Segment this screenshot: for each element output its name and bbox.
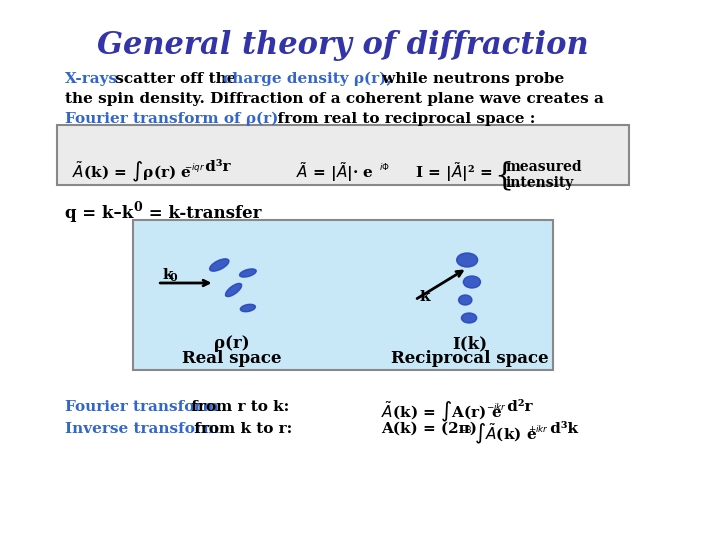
Text: charge density ρ(r),: charge density ρ(r),: [223, 72, 392, 86]
Text: $^{i\Phi}$: $^{i\Phi}$: [379, 164, 390, 177]
Text: q = k–k: q = k–k: [65, 205, 133, 222]
Text: X-rays: X-rays: [65, 72, 118, 86]
Text: I(k): I(k): [452, 335, 487, 352]
Ellipse shape: [459, 295, 472, 305]
Bar: [133, 220, 553, 370]
Text: {: {: [494, 160, 513, 191]
Text: $^{-ikr}$: $^{-ikr}$: [486, 404, 507, 417]
Text: Inverse transform: Inverse transform: [65, 422, 219, 436]
Ellipse shape: [210, 259, 229, 271]
Text: A(k) = (2π): A(k) = (2π): [382, 422, 477, 436]
Bar: [57, 125, 629, 185]
Text: 0: 0: [133, 201, 143, 214]
Text: from real to reciprocal space :: from real to reciprocal space :: [267, 112, 535, 126]
Text: 0: 0: [170, 272, 177, 283]
Text: intensity: intensity: [505, 176, 574, 190]
Text: I = |$\tilde{A}$|² =: I = |$\tilde{A}$|² =: [415, 160, 493, 184]
Text: d³r: d³r: [200, 160, 230, 174]
Text: while neutrons probe: while neutrons probe: [377, 72, 564, 86]
Ellipse shape: [462, 313, 477, 323]
Text: the spin density. Diffraction of a coherent plane wave creates a: the spin density. Diffraction of a coher…: [65, 92, 603, 106]
Text: ∫$\tilde{A}$(k) e: ∫$\tilde{A}$(k) e: [469, 422, 537, 446]
Text: scatter off the: scatter off the: [109, 72, 241, 86]
Text: k: k: [420, 290, 430, 304]
Text: d²r: d²r: [503, 400, 533, 414]
Text: $\tilde{A}$ = |$\tilde{A}$|· e: $\tilde{A}$ = |$\tilde{A}$|· e: [295, 160, 374, 184]
Ellipse shape: [240, 304, 256, 312]
Ellipse shape: [240, 269, 256, 277]
Text: $^{-iqr}$: $^{-iqr}$: [184, 164, 205, 177]
Ellipse shape: [464, 276, 480, 288]
Ellipse shape: [456, 253, 477, 267]
Ellipse shape: [225, 284, 242, 296]
Text: ρ(r): ρ(r): [214, 335, 250, 352]
Text: from k to r:: from k to r:: [189, 422, 292, 436]
Text: k: k: [162, 268, 173, 282]
Text: $\tilde{A}$(k) = ∫A(r) e: $\tilde{A}$(k) = ∫A(r) e: [382, 400, 503, 424]
Text: Fourier transform: Fourier transform: [65, 400, 218, 414]
Text: Reciprocal space: Reciprocal space: [391, 350, 549, 367]
Text: $^{+ikr}$: $^{+ikr}$: [528, 426, 549, 439]
Text: measured: measured: [505, 160, 582, 174]
Text: $^{-3}$: $^{-3}$: [458, 426, 472, 439]
Text: = k-transfer: = k-transfer: [143, 205, 261, 222]
Text: d³k: d³k: [545, 422, 578, 436]
Text: from r to k:: from r to k:: [186, 400, 289, 414]
Text: $\tilde{A}$(k) = ∫ρ(r) e: $\tilde{A}$(k) = ∫ρ(r) e: [71, 160, 192, 184]
Text: Real space: Real space: [182, 350, 282, 367]
Text: Fourier transform of ρ(r): Fourier transform of ρ(r): [65, 112, 278, 126]
Text: General theory of diffraction: General theory of diffraction: [97, 30, 589, 61]
